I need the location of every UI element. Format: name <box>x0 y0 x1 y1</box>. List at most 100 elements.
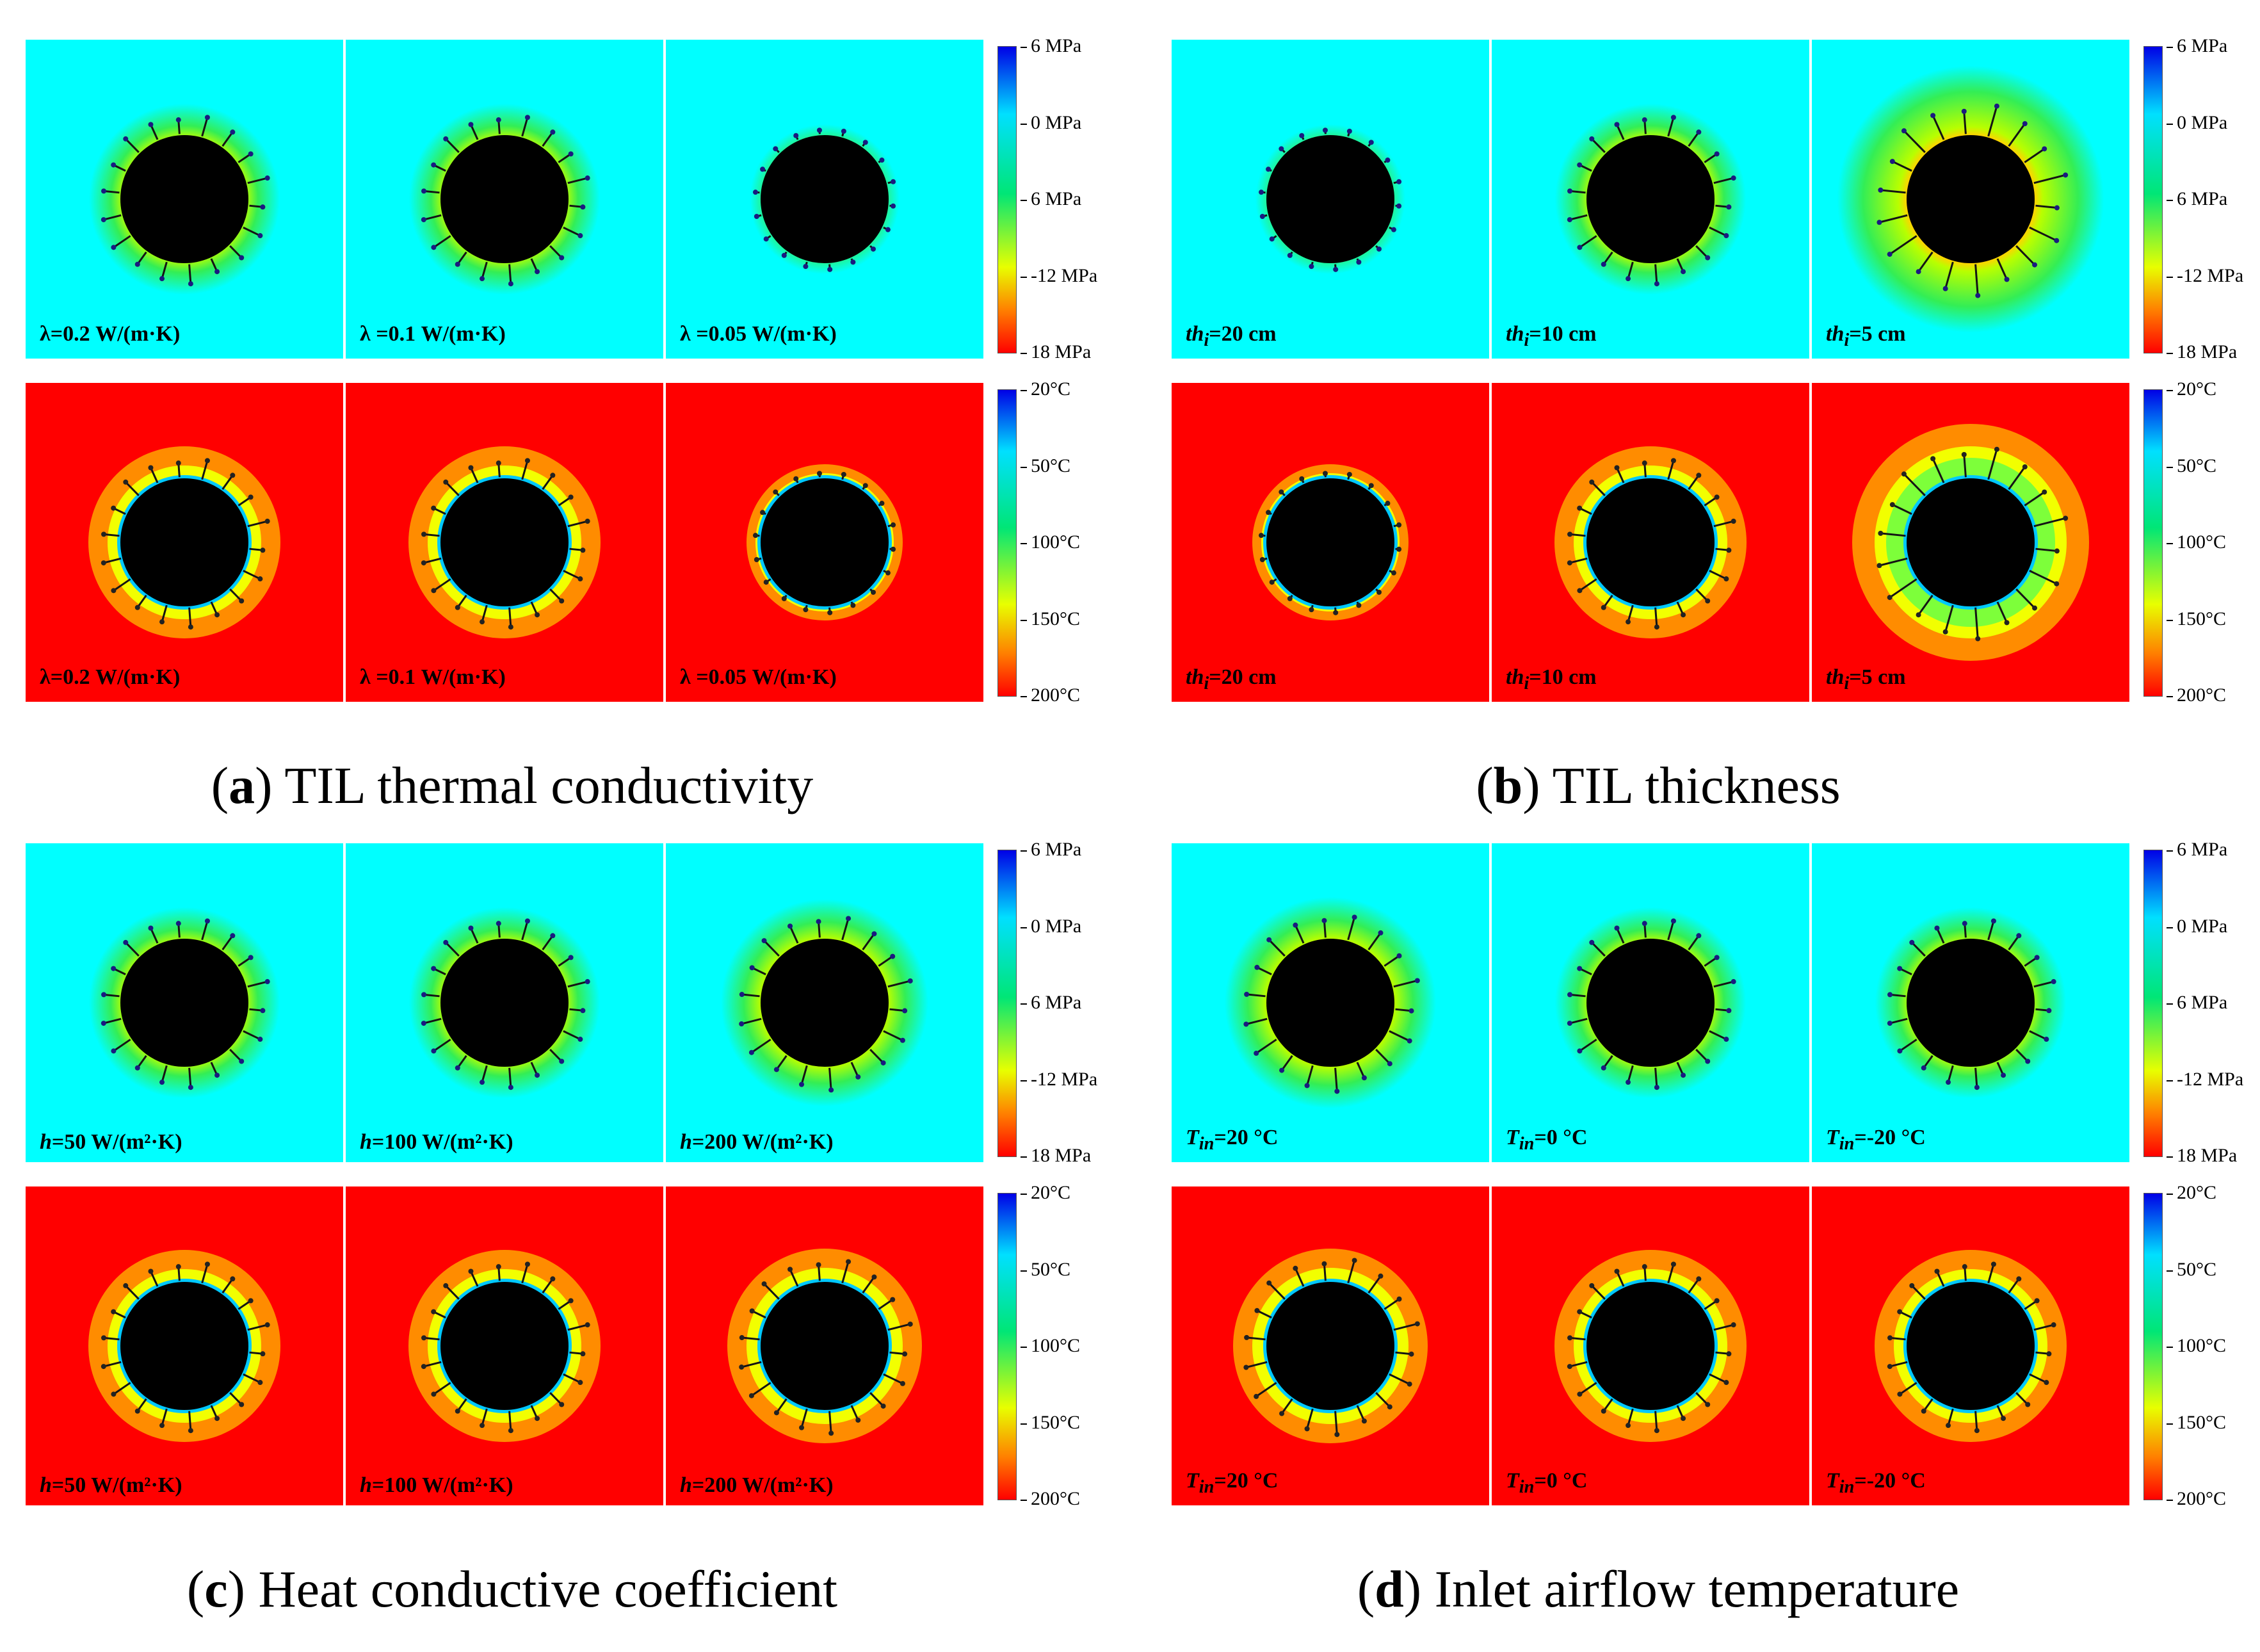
tick-label: 0 MPa <box>2167 113 2227 133</box>
panel-b: thi=20 cm thi=10 cm thi=5 cm 6 MPa 0 MPa… <box>1165 32 2260 848</box>
tunnel-section <box>1586 478 1715 606</box>
temperature-colorbar <box>997 389 1017 697</box>
tunnel-section <box>440 135 569 263</box>
tunnel-section <box>761 478 889 606</box>
stress-field <box>666 40 983 359</box>
stress-row: λ=0.2 W/(m·K) λ =0.1 W/(m·K) λ =0.05 W/(… <box>26 40 1114 360</box>
stress-contour-plot: h=50 W/(m²·K) <box>26 843 343 1162</box>
stress-field <box>666 843 983 1162</box>
stress-colorbar <box>2143 46 2163 353</box>
case-label: h=200 W/(m²·K) <box>680 1473 834 1498</box>
case-label: thi=20 cm <box>1186 665 1277 694</box>
tick-label: 20°C <box>1021 380 1070 399</box>
tick-label: 100°C <box>1021 1336 1080 1356</box>
tunnel-section <box>1266 1282 1394 1410</box>
temperature-field <box>346 383 663 702</box>
tick-label: 20°C <box>1021 1183 1070 1203</box>
case-label: λ =0.1 W/(m·K) <box>360 322 506 351</box>
tick-label: 0 MPa <box>1021 113 1081 133</box>
case-label: λ=0.2 W/(m·K) <box>40 665 180 694</box>
tick-label: 150°C <box>2167 1413 2226 1432</box>
stress-row: thi=20 cm thi=10 cm thi=5 cm 6 MPa 0 MPa… <box>1172 40 2260 360</box>
case-label: λ =0.05 W/(m·K) <box>680 322 837 351</box>
tick-label: -12 MPa <box>1021 266 1097 286</box>
stress-contour-plot: h=200 W/(m²·K) <box>666 843 983 1162</box>
case-label: Tin=20 °C <box>1186 1469 1278 1498</box>
tunnel-section <box>1907 1282 2035 1410</box>
stress-field <box>26 40 343 359</box>
stress-contour-plot: thi=5 cm <box>1812 40 2129 359</box>
stress-field <box>346 40 663 359</box>
stress-field <box>26 843 343 1162</box>
tick-label: 6 MPa <box>2167 190 2227 209</box>
panel-a: λ=0.2 W/(m·K) λ =0.1 W/(m·K) λ =0.05 W/(… <box>19 32 1146 848</box>
tunnel-section <box>761 135 889 263</box>
stress-contour-plot: thi=10 cm <box>1492 40 1809 359</box>
tunnel-section <box>1586 1282 1715 1410</box>
tick-label: 200°C <box>1021 1489 1080 1509</box>
tick-label: 6 MPa <box>2167 993 2227 1012</box>
case-label: h=100 W/(m²·K) <box>360 1130 513 1154</box>
case-label: h=50 W/(m²·K) <box>40 1473 182 1498</box>
stress-row: Tin=20 °C Tin=0 °C Tin=-20 °C 6 MPa 0 MP… <box>1172 843 2260 1163</box>
case-label: thi=5 cm <box>1826 665 1906 694</box>
case-label: thi=10 cm <box>1506 322 1597 351</box>
case-label: h=100 W/(m²·K) <box>360 1473 513 1498</box>
temperature-colorbar <box>997 1193 1017 1500</box>
temperature-contour-plot: thi=5 cm <box>1812 383 2129 702</box>
stress-field <box>1812 843 2129 1162</box>
tick-label: 6 MPa <box>2167 36 2227 56</box>
tunnel-section <box>1266 478 1394 606</box>
tick-label: 20°C <box>2167 380 2216 399</box>
temperature-colorbar <box>2143 1193 2163 1500</box>
temperature-field <box>666 1186 983 1505</box>
temperature-field <box>1492 383 1809 702</box>
stress-field <box>1492 843 1809 1162</box>
temperature-field <box>666 383 983 702</box>
temperature-row: λ=0.2 W/(m·K) λ =0.1 W/(m·K) λ =0.05 W/(… <box>26 383 1114 703</box>
case-label: Tin=-20 °C <box>1826 1126 1926 1154</box>
tunnel-section <box>761 1282 889 1410</box>
tick-label: 200°C <box>1021 686 1080 705</box>
tick-label: 20°C <box>2167 1183 2216 1203</box>
tunnel-section <box>120 135 248 263</box>
temperature-contour-plot: λ =0.05 W/(m·K) <box>666 383 983 702</box>
temperature-colorbar-ticks: 20°C 50°C 100°C 150°C 200°C <box>2167 389 2260 695</box>
case-label: Tin=0 °C <box>1506 1469 1587 1498</box>
tick-label: 50°C <box>1021 457 1070 476</box>
tick-label: 200°C <box>2167 1489 2226 1509</box>
stress-colorbar-ticks: 6 MPa 0 MPa 6 MPa -12 MPa 18 MPa <box>1021 850 1129 1156</box>
temperature-row: Tin=20 °C Tin=0 °C Tin=-20 °C 20°C 50°C … <box>1172 1186 2260 1507</box>
case-label: thi=5 cm <box>1826 322 1906 351</box>
panel-caption: (d) Inlet airflow temperature <box>1165 1559 2151 1619</box>
tunnel-section <box>1266 135 1394 263</box>
tunnel-section <box>440 478 569 606</box>
tunnel-section <box>120 1282 248 1410</box>
stress-field <box>1172 40 1489 359</box>
tunnel-section <box>440 939 569 1067</box>
tick-label: 18 MPa <box>2167 343 2237 362</box>
case-label: Tin=20 °C <box>1186 1126 1278 1154</box>
case-label: thi=20 cm <box>1186 322 1277 351</box>
panel-caption: (b) TIL thickness <box>1165 756 2151 816</box>
tunnel-section <box>1586 939 1715 1067</box>
temperature-field <box>1812 1186 2129 1505</box>
case-label: λ=0.2 W/(m·K) <box>40 322 180 351</box>
stress-contour-plot: Tin=0 °C <box>1492 843 1809 1162</box>
temperature-colorbar <box>2143 389 2163 697</box>
temperature-contour-plot: h=100 W/(m²·K) <box>346 1186 663 1505</box>
temperature-field <box>26 1186 343 1505</box>
temperature-row: h=50 W/(m²·K) h=100 W/(m²·K) h=200 W/(m²… <box>26 1186 1114 1507</box>
tick-label: 100°C <box>1021 533 1080 552</box>
tunnel-section <box>1907 135 2035 263</box>
tunnel-section <box>761 939 889 1067</box>
tunnel-section <box>440 1282 569 1410</box>
tick-label: -12 MPa <box>1021 1070 1097 1089</box>
stress-contour-plot: Tin=-20 °C <box>1812 843 2129 1162</box>
tunnel-section <box>120 478 248 606</box>
temperature-field <box>1492 1186 1809 1505</box>
stress-colorbar <box>997 850 1017 1157</box>
stress-colorbar <box>2143 850 2163 1157</box>
tick-label: 6 MPa <box>1021 993 1081 1012</box>
stress-field <box>1172 843 1489 1162</box>
